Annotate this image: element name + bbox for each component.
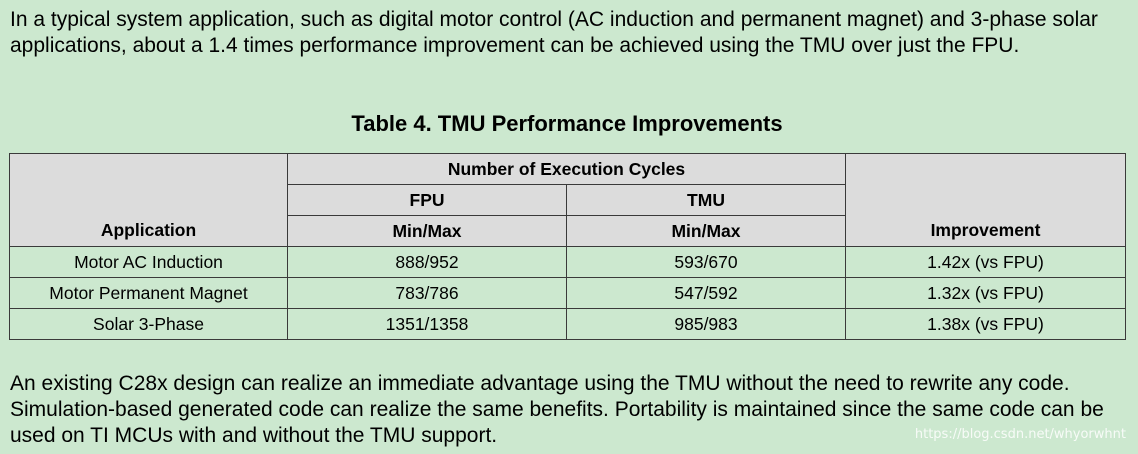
performance-table: Application Number of Execution Cycles I… — [9, 153, 1127, 340]
cell-tmu: 547/592 — [565, 277, 847, 309]
header-tmu: TMU — [565, 184, 847, 216]
cell-tmu: 593/670 — [565, 246, 847, 278]
table-row: Motor AC Induction 888/952 593/670 1.42x… — [9, 246, 1127, 278]
header-improvement: Improvement — [845, 153, 1127, 247]
outro-paragraph: An existing C28x design can realize an i… — [10, 372, 1104, 447]
header-tmu-minmax: Min/Max — [565, 215, 847, 247]
cell-improvement: 1.38x (vs FPU) — [845, 308, 1127, 340]
cell-fpu: 1351/1358 — [287, 308, 567, 340]
cell-tmu: 985/983 — [565, 308, 847, 340]
cell-application: Motor Permanent Magnet — [9, 277, 288, 309]
table-caption: Table 4. TMU Performance Improvements — [351, 111, 783, 136]
cell-improvement: 1.42x (vs FPU) — [845, 246, 1127, 278]
header-fpu-minmax: Min/Max — [287, 215, 567, 247]
watermark: https://blog.csdn.net/whyorwhnt — [914, 427, 1126, 442]
cell-fpu: 888/952 — [287, 246, 567, 278]
intro-paragraph: In a typical system application, such as… — [10, 8, 1098, 57]
cell-improvement: 1.32x (vs FPU) — [845, 277, 1127, 309]
header-application: Application — [9, 153, 288, 247]
header-fpu: FPU — [287, 184, 567, 216]
cell-fpu: 783/786 — [287, 277, 567, 309]
header-execution-cycles: Number of Execution Cycles — [286, 153, 847, 185]
cell-application: Solar 3-Phase — [9, 308, 288, 340]
table-row: Motor Permanent Magnet 783/786 547/592 1… — [9, 277, 1127, 309]
table-row: Solar 3-Phase 1351/1358 985/983 1.38x (v… — [9, 308, 1127, 340]
cell-application: Motor AC Induction — [9, 246, 288, 278]
